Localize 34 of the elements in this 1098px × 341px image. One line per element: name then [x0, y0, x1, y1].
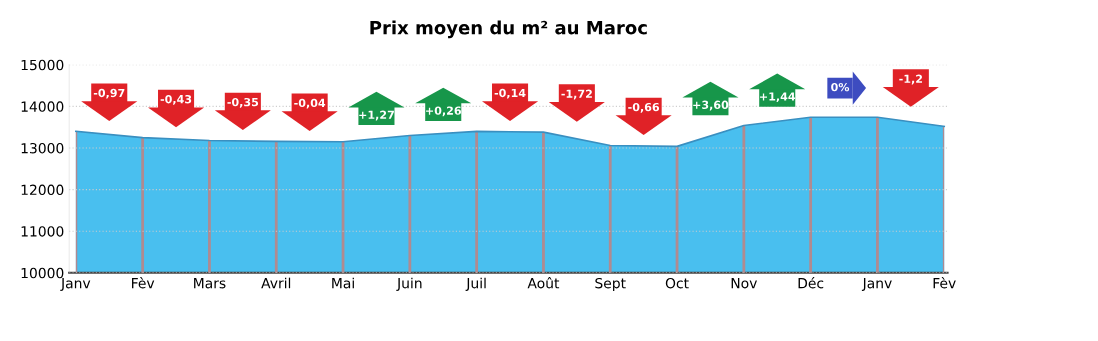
- x-tick-label: Mars: [194, 278, 226, 289]
- y-tick-label: 12000: [21, 184, 64, 196]
- y-tick-label: 15000: [21, 59, 64, 71]
- x-tick-label: Avril: [261, 277, 291, 289]
- x-tick-label: Oct: [665, 277, 689, 289]
- x-tick-label: Janv: [60, 278, 91, 291]
- annotation: -0,35: [227, 97, 259, 108]
- x-tick-label: Juil: [465, 277, 486, 291]
- annotation: -0,04: [294, 98, 326, 109]
- x-tick-label: Nov: [731, 278, 757, 289]
- annotation: +1,44: [760, 92, 796, 103]
- annotation: +0,26: [426, 106, 462, 117]
- x-tick-label: Sept: [595, 277, 626, 292]
- x-tick-label: Fèv: [132, 277, 155, 289]
- chart-title: Prix moyen du m² au Maroc: [370, 20, 647, 39]
- x-tick-label: Mai: [332, 277, 354, 289]
- annotation: -0,66: [628, 102, 660, 113]
- annotation: 0%: [831, 82, 850, 92]
- annotation: -1,2: [899, 74, 923, 85]
- annotation: -0,43: [160, 94, 192, 105]
- annotation: -0,14: [494, 88, 526, 99]
- x-tick-label: Janv: [861, 278, 892, 291]
- y-tick-label: 11000: [21, 226, 64, 237]
- annotation: +3,60: [693, 100, 729, 111]
- y-tick-label: 10000: [21, 267, 64, 279]
- annotation: +1,27: [359, 110, 394, 121]
- x-tick-label: Juin: [396, 277, 422, 291]
- annotation: -0,97: [93, 88, 125, 99]
- x-tick-label: Déc: [798, 277, 824, 289]
- annotation: -1,72: [561, 89, 592, 100]
- y-tick-label: 14000: [21, 101, 64, 112]
- x-tick-label: Août: [527, 277, 560, 289]
- x-tick-label: Fèv: [933, 277, 956, 289]
- y-tick-label: 13000: [21, 142, 64, 154]
